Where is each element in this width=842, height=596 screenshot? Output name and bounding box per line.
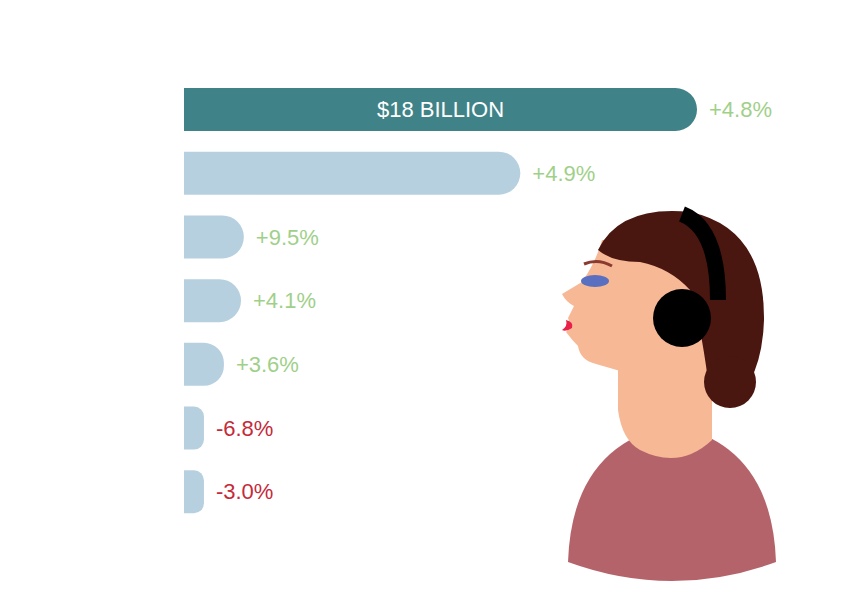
svg-text:+9.5%: +9.5%	[256, 225, 319, 250]
svg-text:+3.6%: +3.6%	[236, 352, 299, 377]
svg-text:-3.0%: -3.0%	[216, 479, 273, 504]
svg-text:+4.9%: +4.9%	[532, 161, 595, 186]
svg-text:$18 BILLION: $18 BILLION	[377, 97, 504, 122]
svg-text:+4.1%: +4.1%	[253, 288, 316, 313]
svg-text:+4.8%: +4.8%	[709, 97, 772, 122]
svg-text:-6.8%: -6.8%	[216, 416, 273, 441]
